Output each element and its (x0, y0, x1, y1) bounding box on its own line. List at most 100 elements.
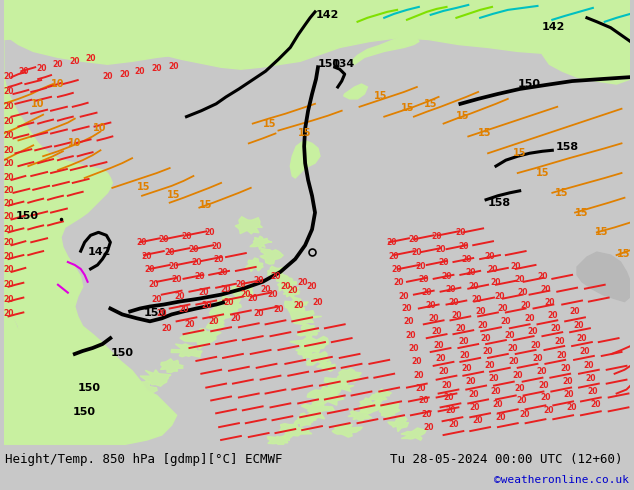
Text: 20: 20 (221, 285, 231, 294)
Polygon shape (352, 35, 419, 64)
Polygon shape (4, 0, 630, 69)
Polygon shape (235, 217, 262, 234)
Polygon shape (338, 369, 363, 386)
Text: 20: 20 (574, 321, 585, 330)
Polygon shape (268, 436, 290, 447)
Text: 15: 15 (617, 249, 630, 259)
Text: 20: 20 (158, 235, 169, 244)
Text: 20: 20 (584, 361, 594, 370)
Text: 20: 20 (194, 272, 205, 281)
Text: 10: 10 (68, 138, 81, 148)
Text: 20: 20 (483, 347, 493, 356)
Text: 20: 20 (472, 416, 482, 425)
Text: 20: 20 (270, 272, 281, 281)
Polygon shape (4, 0, 310, 64)
Text: 20: 20 (3, 252, 14, 261)
Polygon shape (295, 344, 318, 359)
Text: 20: 20 (411, 248, 422, 257)
Text: 20: 20 (169, 262, 179, 271)
Text: 20: 20 (562, 377, 573, 386)
Text: 20: 20 (441, 381, 452, 390)
Polygon shape (344, 84, 368, 99)
Text: 20: 20 (240, 290, 251, 298)
Text: 20: 20 (471, 294, 481, 304)
Text: 20: 20 (588, 387, 598, 395)
Polygon shape (348, 410, 372, 421)
Text: 20: 20 (422, 288, 432, 296)
Text: 20: 20 (451, 311, 462, 320)
Polygon shape (301, 401, 334, 420)
Text: 150: 150 (518, 79, 541, 89)
Text: 20: 20 (481, 334, 491, 343)
Polygon shape (121, 390, 144, 409)
Text: 15: 15 (374, 91, 388, 101)
Text: 20: 20 (418, 396, 429, 405)
Text: 20: 20 (53, 60, 63, 69)
Polygon shape (305, 352, 330, 365)
Text: 20: 20 (307, 282, 317, 291)
Text: 20: 20 (512, 371, 523, 380)
Text: 20: 20 (540, 393, 551, 402)
Text: 20: 20 (489, 374, 499, 383)
Text: 142: 142 (542, 22, 565, 32)
Text: 20: 20 (164, 248, 175, 257)
Text: 20: 20 (254, 276, 264, 285)
Text: 20: 20 (458, 242, 469, 251)
Polygon shape (4, 296, 93, 445)
Text: 20: 20 (441, 272, 452, 281)
Text: 20: 20 (3, 72, 14, 81)
Text: 20: 20 (445, 406, 456, 416)
Text: 20: 20 (514, 275, 525, 284)
Text: 20: 20 (152, 294, 162, 304)
Text: 20: 20 (135, 67, 145, 76)
Polygon shape (277, 273, 297, 291)
Text: 150: 150 (110, 348, 133, 358)
Text: ©weatheronline.co.uk: ©weatheronline.co.uk (494, 475, 629, 485)
Polygon shape (332, 424, 363, 437)
Text: 20: 20 (532, 354, 543, 363)
Text: 20: 20 (191, 258, 202, 267)
Text: 20: 20 (488, 265, 498, 274)
Text: 20: 20 (297, 278, 307, 287)
Text: 20: 20 (461, 255, 472, 264)
Text: 20: 20 (86, 54, 96, 63)
Text: 20: 20 (461, 364, 472, 373)
Text: 20: 20 (445, 285, 456, 294)
Text: 20: 20 (3, 238, 14, 247)
Text: 20: 20 (554, 337, 564, 346)
Text: 142: 142 (87, 247, 111, 257)
Text: 20: 20 (102, 72, 113, 81)
Text: 20: 20 (537, 272, 548, 281)
Text: 20: 20 (184, 320, 195, 329)
Text: 20: 20 (198, 288, 209, 296)
Text: 20: 20 (145, 265, 155, 274)
Text: 20: 20 (247, 294, 258, 302)
Text: 20: 20 (455, 324, 465, 333)
Text: 150: 150 (318, 59, 341, 69)
Text: 20: 20 (280, 282, 290, 291)
Polygon shape (4, 395, 63, 445)
Text: 20: 20 (514, 384, 525, 392)
Text: 20: 20 (564, 391, 574, 399)
Text: 20: 20 (438, 367, 449, 376)
Polygon shape (206, 319, 224, 329)
Text: 20: 20 (402, 304, 412, 314)
Polygon shape (215, 296, 242, 314)
Polygon shape (538, 0, 630, 84)
Text: 150: 150 (144, 308, 167, 318)
Text: 20: 20 (418, 275, 429, 284)
Text: 20: 20 (392, 265, 403, 274)
Text: 158: 158 (555, 142, 578, 152)
Text: 20: 20 (148, 280, 159, 289)
Polygon shape (209, 306, 232, 322)
Text: 142: 142 (316, 10, 339, 20)
Text: 20: 20 (465, 377, 476, 386)
Polygon shape (369, 389, 391, 402)
Text: 20: 20 (236, 280, 246, 289)
Text: 20: 20 (465, 268, 476, 277)
Text: 20: 20 (36, 64, 46, 73)
Polygon shape (401, 428, 426, 440)
Polygon shape (76, 418, 100, 429)
Text: 20: 20 (152, 64, 162, 73)
Text: 20: 20 (218, 268, 228, 277)
